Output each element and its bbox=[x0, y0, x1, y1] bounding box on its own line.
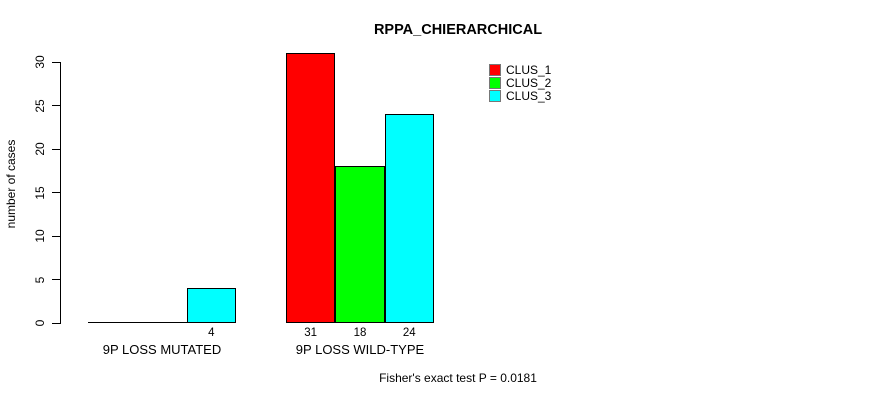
baseline-9p-loss-mutated bbox=[88, 322, 236, 323]
y-tick-label-30: 30 bbox=[33, 55, 47, 69]
legend-label: CLUS_1 bbox=[506, 62, 552, 77]
y-tick-mark-5 bbox=[52, 279, 60, 280]
y-axis-line bbox=[60, 62, 61, 324]
x-category-label-9p-loss-mutated: 9P LOSS MUTATED bbox=[102, 342, 222, 357]
y-tick-mark-10 bbox=[52, 235, 60, 237]
legend-label: CLUS_2 bbox=[506, 75, 552, 90]
legend-swatch-icon bbox=[489, 76, 501, 89]
y-tick-mark-15 bbox=[52, 192, 60, 193]
y-tick-mark-25 bbox=[52, 105, 60, 106]
y-tick-label-15: 15 bbox=[33, 185, 47, 200]
bar-clus-3-9p-loss-mutated bbox=[186, 288, 236, 323]
y-tick-mark-0 bbox=[52, 322, 60, 324]
bar-value-label-clus-3-9p-loss-wild-type: 24 bbox=[402, 327, 416, 339]
fisher-test-annotation: Fisher's exact test P = 0.0181 bbox=[379, 371, 537, 385]
bar-clus-1-9p-loss-wild-type bbox=[286, 53, 336, 323]
bar-value-label-clus-2-9p-loss-wild-type: 18 bbox=[353, 327, 367, 339]
bar-clus-2-9p-loss-wild-type bbox=[335, 166, 385, 323]
x-category-label-9p-loss-wild-type: 9P LOSS WILD-TYPE bbox=[295, 342, 425, 357]
bar-clus-3-9p-loss-wild-type bbox=[384, 114, 434, 323]
bar-value-label-clus-1-9p-loss-wild-type: 31 bbox=[304, 327, 318, 339]
legend: CLUS_1 CLUS_2 CLUS_3 bbox=[489, 62, 552, 103]
legend-label: CLUS_3 bbox=[506, 88, 552, 103]
legend-item-clus-2: CLUS_2 bbox=[489, 75, 552, 90]
y-tick-label-25: 25 bbox=[33, 98, 47, 113]
legend-item-clus-3: CLUS_3 bbox=[489, 88, 552, 103]
legend-item-clus-1: CLUS_1 bbox=[489, 62, 552, 77]
chart-title: RPPA_CHIERARCHICAL bbox=[373, 22, 543, 38]
y-tick-mark-20 bbox=[52, 148, 60, 150]
y-tick-label-5: 5 bbox=[33, 276, 47, 283]
bar-value-label-clus-3-9p-loss-mutated: 4 bbox=[208, 327, 215, 339]
legend-swatch-icon bbox=[489, 63, 501, 76]
y-tick-label-10: 10 bbox=[33, 229, 47, 243]
y-tick-label-0: 0 bbox=[33, 319, 47, 327]
legend-swatch-icon bbox=[489, 89, 501, 102]
y-axis-label: number of cases bbox=[4, 139, 18, 229]
y-tick-mark-30 bbox=[52, 61, 60, 63]
y-tick-label-20: 20 bbox=[33, 142, 47, 156]
